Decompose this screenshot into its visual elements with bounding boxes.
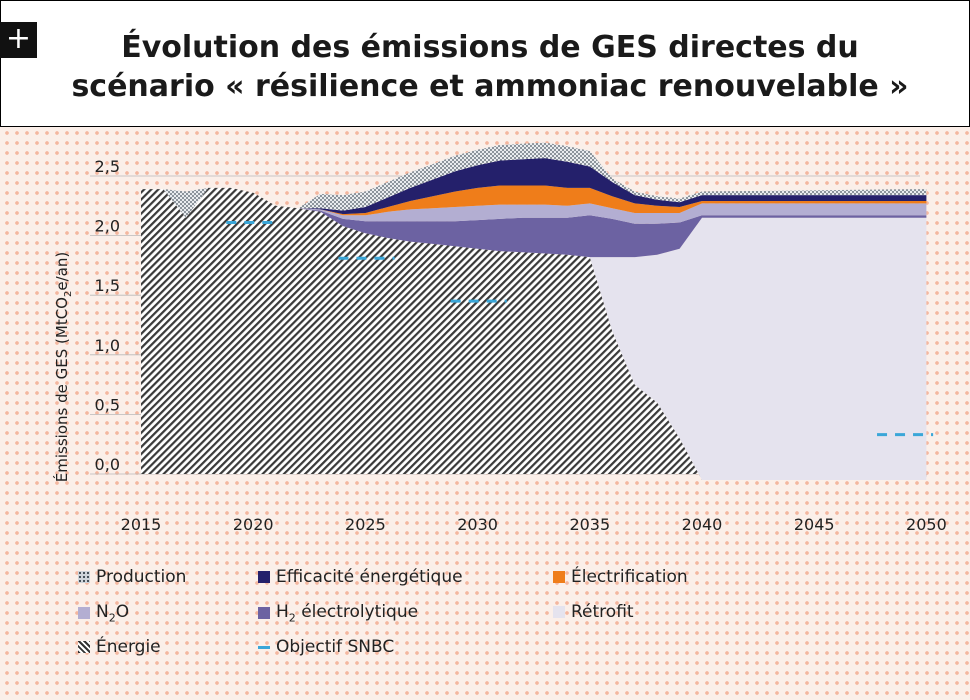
y-axis-label: Émissions de GES (MtCO2e/an) [52,252,74,482]
x-tick-label: 2045 [794,515,835,534]
chart-svg: 0,0 0,5 1,0 1,5 2,0 2,5 2015 2020 2025 2030 2035 20… [52,142,947,534]
x-tick-label: 2025 [345,515,386,534]
legend-swatch-electrification [553,571,565,583]
legend-item-production: Production [78,567,186,587]
legend-swatch-energie [78,641,90,653]
y-axis-label-sub: 2 [63,291,74,297]
legend-label-n2o: N2O [96,602,129,624]
x-tick-label: 2020 [233,515,274,534]
area-electrification [141,185,927,218]
legend-item-n2o: N2O [78,602,129,624]
area-energie [141,187,927,480]
legend-item-retrofit: Rétrofit [553,602,634,622]
title-line-1: Évolution des émissions de GES directes … [121,30,859,65]
area-retrofit [141,187,927,480]
legend-swatch-n2o [78,607,90,620]
chart-title: Évolution des émissions de GES directes … [50,28,930,106]
legend-label-h2: H2 électrolytique [276,602,418,624]
axis-labels: 0,0 0,5 1,0 1,5 2,0 2,5 2015 2020 2025 2030 2035 20… [95,157,947,534]
legend-label-snbc: Objectif SNBC [276,637,395,657]
legend-item-electrification: Électrification [553,567,688,587]
legend-n2o-tail: O [115,602,130,622]
legend-swatch-h2 [258,607,270,620]
legend-label-production: Production [96,567,187,587]
legend-n2o-main: N [96,602,109,622]
stacked-areas [141,142,927,480]
legend-item-snbc: Objectif SNBC [258,637,394,657]
legend-n2o-sub: 2 [108,611,116,625]
y-tick-label: 0,5 [95,395,120,414]
plus-icon[interactable]: + [0,22,37,58]
legend-swatch-snbc [258,646,270,649]
y-tick-label: 1,5 [95,276,120,295]
area-efficacite [141,158,927,218]
legend-h2-tail: électrolytique [295,602,419,622]
x-tick-label: 2035 [569,515,610,534]
legend-item-efficacite: Efficacité énergétique [258,567,463,587]
x-tick-label: 2015 [121,515,162,534]
legend-label-electrification: Électrification [571,567,688,587]
x-tick-label: 2050 [906,515,947,534]
y-axis-label-main: Émissions de GES (MtCO [52,297,71,482]
legend-swatch-retrofit [553,606,565,618]
y-tick-label: 2,5 [95,157,120,176]
legend-h2-sub: 2 [288,611,296,625]
legend-label-energie: Énergie [96,637,161,657]
area-n2o [141,187,927,224]
x-tick-label: 2040 [682,515,723,534]
y-tick-label: 0,0 [95,455,120,474]
area-h2 [141,187,927,258]
y-tick-label: 2,0 [95,217,120,236]
legend-label-efficacite: Efficacité énergétique [276,567,463,587]
title-divider [0,126,970,127]
legend-item-h2: H2 électrolytique [258,602,418,624]
y-tick-label: 1,0 [95,336,120,355]
chart-panel: 0,0 0,5 1,0 1,5 2,0 2,5 2015 2020 2025 2030 2035 20… [0,127,970,700]
area-production [141,142,927,218]
legend-swatch-efficacite [258,571,270,583]
snbc-markers [226,220,934,437]
legend-h2-main: H [276,602,289,622]
legend-label-retrofit: Rétrofit [571,602,634,622]
legend-item-energie: Énergie [78,637,161,657]
x-tick-label: 2030 [457,515,498,534]
legend-swatch-production [78,571,90,583]
title-line-2: scénario « résilience et ammoniac renouv… [71,69,909,104]
y-axis-label-tail: e/an) [53,252,71,291]
